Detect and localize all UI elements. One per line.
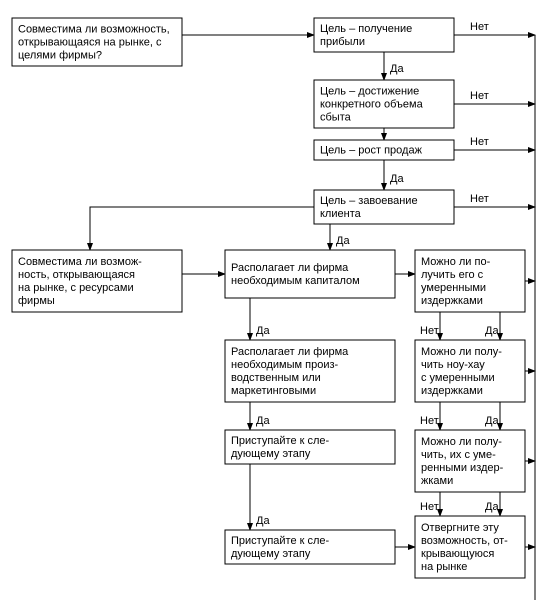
node-text: целями фирмы? xyxy=(18,50,102,62)
node-n13: Приступайте к сле-дующему этапу xyxy=(225,530,395,564)
edge-label: Да xyxy=(390,173,404,185)
node-text: издержками xyxy=(421,295,483,307)
node-n14: Отвергните этувозможность, от-крывающуюс… xyxy=(415,516,525,578)
edge-label: Да xyxy=(336,235,350,247)
node-text: Располагает ли фирма xyxy=(231,346,349,358)
node-text: Приступайте к сле- xyxy=(231,535,330,547)
node-n9: Располагает ли фирманеобходимым произ-во… xyxy=(225,340,395,402)
node-text: с умеренными xyxy=(421,372,495,384)
node-text: крывающуюся xyxy=(421,548,494,560)
node-text: сбыта xyxy=(320,112,352,124)
node-text: на рынке xyxy=(421,561,467,573)
node-text: дующему этапу xyxy=(231,548,311,560)
edge-label: Да xyxy=(390,63,404,75)
edge-label: Нет xyxy=(470,21,489,33)
node-text: водственным или xyxy=(231,372,321,384)
node-text: Цель – получение xyxy=(320,23,412,35)
node-text: прибыли xyxy=(320,36,365,48)
node-text: Цель – достижение xyxy=(320,86,419,98)
edge-label: Да xyxy=(256,325,270,337)
node-n6: Совместима ли возмож-ность, открывающаяс… xyxy=(12,250,182,312)
node-n2: Цель – получениеприбыли xyxy=(314,18,454,52)
edge-label: Нет xyxy=(470,136,489,148)
node-text: Цель – завоевание xyxy=(320,195,418,207)
edge-label: Да xyxy=(485,325,499,337)
node-n12: Можно ли полу-чить, их с уме-ренными изд… xyxy=(415,430,525,492)
node-n5: Цель – завоеваниеклиента xyxy=(314,190,454,224)
node-text: Располагает ли фирма xyxy=(231,262,349,274)
node-text: Приступайте к сле- xyxy=(231,435,330,447)
node-text: клиента xyxy=(320,208,362,220)
edge-label: Да xyxy=(485,415,499,427)
node-text: чить ноу-хау xyxy=(421,359,485,371)
edge-label: Нет xyxy=(420,415,439,427)
node-text: возможность, от- xyxy=(421,535,508,547)
edge-label: Да xyxy=(256,415,270,427)
node-n1: Совместима ли возможность,открывающаяся … xyxy=(12,18,182,66)
flowchart-canvas: Совместима ли возможность,открывающаяся … xyxy=(0,0,540,614)
node-text: Совместима ли возможность, xyxy=(18,24,170,36)
node-text: Можно ли полу- xyxy=(421,346,502,358)
node-text: конкретного объема xyxy=(320,99,424,111)
node-text: Можно ли полу- xyxy=(421,436,502,448)
node-text: дующему этапу xyxy=(231,448,311,460)
edge-label: Нет xyxy=(420,325,439,337)
node-n4: Цель – рост продаж xyxy=(314,140,454,160)
node-text: издержками xyxy=(421,385,483,397)
node-n3: Цель – достижениеконкретного объемасбыта xyxy=(314,80,454,128)
node-text: необходимым произ- xyxy=(231,359,339,371)
node-text: умеренными xyxy=(421,282,486,294)
node-n8: Можно ли по-лучить его сумереннымииздерж… xyxy=(415,250,525,312)
node-text: на рынке, с ресурсами xyxy=(18,282,134,294)
edge xyxy=(90,207,314,250)
node-text: Можно ли по- xyxy=(421,256,491,268)
node-text: чить, их с уме- xyxy=(421,449,496,461)
node-text: ность, открывающаяся xyxy=(18,269,135,281)
node-text: Совместима ли возмож- xyxy=(18,256,142,268)
edge-label: Да xyxy=(485,501,499,513)
node-text: ренными издер- xyxy=(421,462,504,474)
node-n10: Можно ли полу-чить ноу-хаус умереннымииз… xyxy=(415,340,525,402)
node-n7: Располагает ли фирманеобходимым капитало… xyxy=(225,250,395,298)
node-n11: Приступайте к сле-дующему этапу xyxy=(225,430,395,464)
node-text: лучить его с xyxy=(421,269,484,281)
node-text: необходимым капиталом xyxy=(231,275,360,287)
node-text: Отвергните эту xyxy=(421,522,499,534)
edge-label: Да xyxy=(256,515,270,527)
node-text: маркетинговыми xyxy=(231,385,316,397)
edge-label: Нет xyxy=(420,501,439,513)
node-text: фирмы xyxy=(18,295,55,307)
node-text: Цель – рост продаж xyxy=(320,145,423,157)
node-text: открывающаяся на рынке, с xyxy=(18,37,162,49)
edge-label: Нет xyxy=(470,90,489,102)
node-text: жками xyxy=(421,475,453,487)
edge-label: Нет xyxy=(470,193,489,205)
